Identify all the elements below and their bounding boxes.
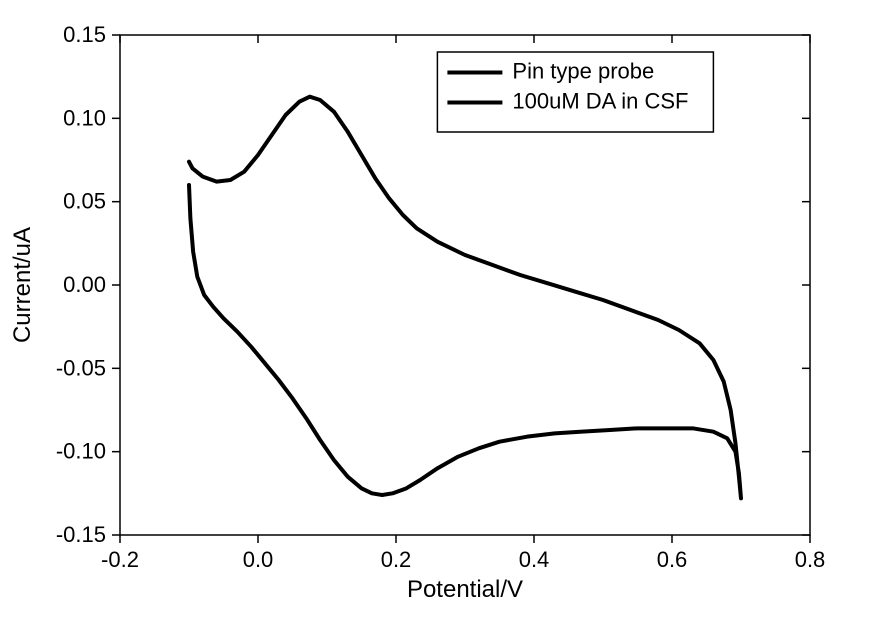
cv-chart: -0.2 0.0 0.2 0.4 0.6 0.8 -0.15 -0.10 -0.05 0.00 0.… [0,0,890,632]
legend-label: Pin type probe [512,59,654,84]
x-tick-label: 0.6 [657,547,688,572]
y-tick-label: 0.00 [63,272,106,297]
cv-trace [189,97,741,499]
y-tick-label: 0.05 [63,189,106,214]
plot-border [120,35,810,535]
y-tick-label: 0.15 [63,22,106,47]
chart-svg: -0.2 0.0 0.2 0.4 0.6 0.8 -0.15 -0.10 -0.05 0.00 0.… [0,0,890,632]
legend-label: 100uM DA in CSF [512,89,688,114]
x-tick-label: 0.2 [381,547,412,572]
y-tick-label: -0.15 [56,522,106,547]
y-axis-title: Current/uA [9,227,36,343]
x-tick-label: 0.0 [243,547,274,572]
x-axis-title: Potential/V [407,576,523,603]
y-tick-label: -0.05 [56,355,106,380]
y-tick-label: 0.10 [63,105,106,130]
x-tick-label: 0.4 [519,547,550,572]
x-tick-label: -0.2 [101,547,139,572]
y-tick-label: -0.10 [56,439,106,464]
x-tick-label: 0.8 [795,547,826,572]
